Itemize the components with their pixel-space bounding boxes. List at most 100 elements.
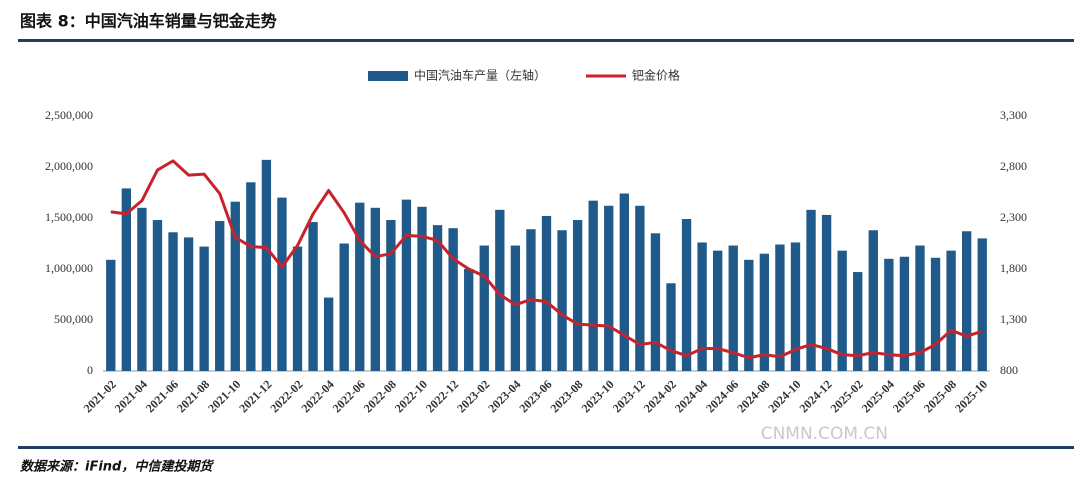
bar bbox=[946, 250, 956, 371]
bar bbox=[261, 159, 272, 371]
chart-title: 图表 8：中国汽油车销量与钯金走势 bbox=[20, 12, 277, 31]
bar bbox=[479, 245, 489, 371]
x-tick-label: 2025-08 bbox=[921, 377, 959, 415]
x-tick-label: 2022-08 bbox=[361, 377, 399, 415]
x-tick-label: 2024-08 bbox=[734, 377, 772, 415]
x-tick-label: 2023-12 bbox=[610, 377, 648, 415]
bar bbox=[806, 209, 816, 371]
x-tick-label: 2021-10 bbox=[205, 377, 243, 415]
x-tick-label: 2023-08 bbox=[548, 377, 586, 415]
x-tick-label: 2022-02 bbox=[267, 377, 305, 415]
bar bbox=[417, 206, 427, 371]
bar bbox=[277, 197, 287, 371]
bar bbox=[183, 237, 194, 371]
bar bbox=[899, 256, 910, 371]
y-tick-label: 2,500,000 bbox=[45, 108, 93, 122]
bar bbox=[464, 269, 474, 371]
bar bbox=[355, 202, 365, 371]
bar bbox=[961, 231, 972, 371]
y-tick-label: 2,000,000 bbox=[45, 159, 93, 173]
bar bbox=[292, 246, 303, 371]
bar bbox=[246, 182, 256, 371]
bar bbox=[557, 230, 567, 371]
bar bbox=[930, 257, 941, 371]
bar bbox=[199, 246, 209, 371]
bar bbox=[604, 205, 614, 371]
bar bbox=[510, 245, 521, 371]
bar bbox=[650, 233, 661, 371]
x-tick-label: 2023-10 bbox=[579, 377, 617, 415]
x-tick-label: 2025-06 bbox=[890, 377, 928, 415]
x-tick-label: 2024-06 bbox=[703, 377, 741, 415]
bar bbox=[448, 228, 458, 371]
bar bbox=[868, 230, 878, 371]
bar bbox=[728, 245, 738, 371]
x-tick-label: 2021-12 bbox=[236, 377, 274, 415]
bar bbox=[635, 205, 645, 371]
line bbox=[110, 159, 983, 360]
bar bbox=[137, 207, 147, 371]
bar bbox=[775, 244, 785, 371]
source-rule bbox=[18, 446, 1074, 449]
x-tick-label: 2023-06 bbox=[516, 377, 554, 415]
y-tick-label: 1,500,000 bbox=[45, 210, 93, 224]
x-tick-label: 2021-02 bbox=[81, 377, 119, 415]
bar bbox=[339, 243, 349, 371]
source: 数据来源：iFind，中信建投期货 bbox=[20, 459, 214, 475]
bar bbox=[106, 259, 116, 371]
bar bbox=[977, 238, 987, 371]
x-tick-label: 2021-08 bbox=[174, 377, 212, 415]
x-tick-label: 2024-02 bbox=[641, 377, 679, 415]
x-tick-label: 2022-06 bbox=[330, 377, 368, 415]
bar bbox=[401, 199, 412, 371]
bar bbox=[323, 297, 334, 371]
x-tick-label: 2024-10 bbox=[765, 377, 803, 415]
bar bbox=[744, 259, 754, 371]
bar bbox=[588, 200, 598, 371]
bar bbox=[215, 221, 225, 371]
bar bbox=[386, 220, 396, 371]
x-tick-label: 2024-12 bbox=[796, 377, 834, 415]
x-tick-label: 2023-04 bbox=[485, 377, 523, 415]
bar bbox=[790, 242, 801, 371]
x-tick-label: 2023-02 bbox=[454, 377, 492, 415]
x-tick-label: 2025-10 bbox=[952, 377, 990, 415]
legend-label: 钯金价格 bbox=[632, 68, 680, 83]
legend-label: 中国汽油车产量（左轴） bbox=[414, 68, 546, 83]
x-tick-label: 2025-02 bbox=[828, 377, 866, 415]
bar bbox=[230, 201, 240, 371]
bar bbox=[837, 250, 847, 371]
y-tick-label: 500,000 bbox=[54, 312, 93, 326]
y2-tick-label: 1,300 bbox=[1000, 312, 1027, 326]
bar bbox=[619, 193, 629, 371]
y2-tick-label: 2,300 bbox=[1000, 210, 1027, 224]
bar bbox=[681, 219, 692, 371]
x-tick-label: 2021-06 bbox=[143, 377, 181, 415]
legend-swatch bbox=[368, 71, 408, 81]
bar bbox=[884, 258, 894, 371]
bar bbox=[759, 253, 770, 371]
bar bbox=[821, 214, 832, 371]
bar bbox=[308, 222, 318, 371]
bar bbox=[697, 242, 707, 371]
bar bbox=[495, 209, 505, 371]
y2-tick-label: 2,800 bbox=[1000, 159, 1027, 173]
y-tick-label: 1,000,000 bbox=[45, 261, 93, 275]
x-tick-label: 2022-10 bbox=[392, 377, 430, 415]
y2-tick-label: 3,300 bbox=[1000, 108, 1027, 122]
x-tick-label: 2025-04 bbox=[859, 377, 897, 415]
watermark: CNMN.COM.CN bbox=[761, 424, 888, 444]
x-tick-label: 2024-04 bbox=[672, 377, 710, 415]
bar bbox=[666, 283, 676, 371]
x-tick-label: 2021-04 bbox=[112, 377, 150, 415]
x-tick-label: 2022-04 bbox=[299, 377, 337, 415]
title-rule bbox=[18, 39, 1074, 42]
bar bbox=[432, 225, 443, 371]
bar bbox=[713, 250, 723, 371]
bar bbox=[915, 245, 925, 371]
bar bbox=[152, 220, 163, 371]
y2-tick-label: 1,800 bbox=[1000, 261, 1027, 275]
bar bbox=[370, 207, 380, 371]
bar bbox=[853, 272, 863, 371]
